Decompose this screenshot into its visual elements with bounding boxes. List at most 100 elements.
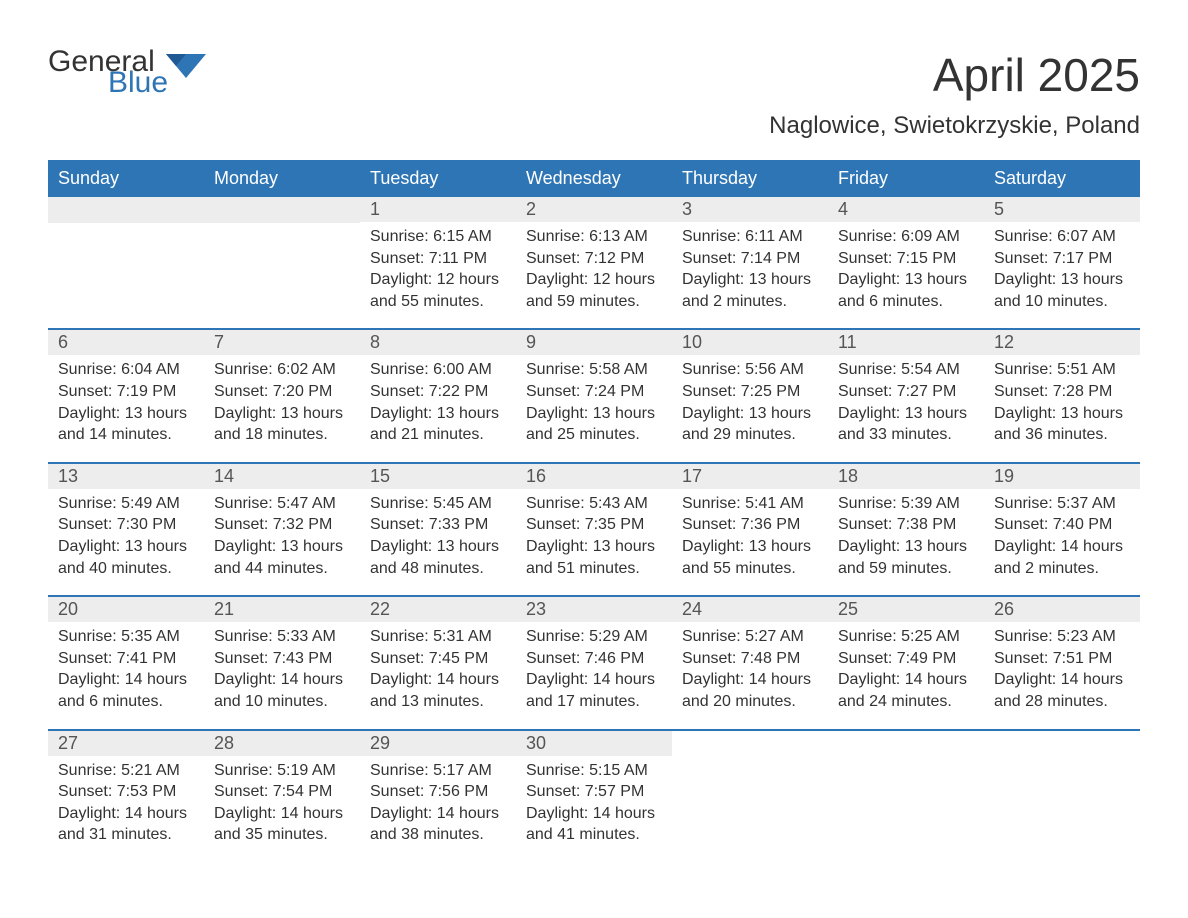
day-body: Sunrise: 6:15 AMSunset: 7:11 PMDaylight:…: [360, 222, 516, 312]
day-number: 12: [984, 330, 1140, 355]
day-number: 7: [204, 330, 360, 355]
day-cell: 1Sunrise: 6:15 AMSunset: 7:11 PMDaylight…: [360, 197, 516, 328]
day-body: Sunrise: 6:13 AMSunset: 7:12 PMDaylight:…: [516, 222, 672, 312]
day-body: Sunrise: 6:11 AMSunset: 7:14 PMDaylight:…: [672, 222, 828, 312]
day-body: Sunrise: 5:21 AMSunset: 7:53 PMDaylight:…: [48, 756, 204, 846]
day-header-sunday: Sunday: [48, 160, 204, 197]
day-cell: 27Sunrise: 5:21 AMSunset: 7:53 PMDayligh…: [48, 731, 204, 862]
day-body: Sunrise: 5:39 AMSunset: 7:38 PMDaylight:…: [828, 489, 984, 579]
week-row: 1Sunrise: 6:15 AMSunset: 7:11 PMDaylight…: [48, 197, 1140, 328]
day-cell: 13Sunrise: 5:49 AMSunset: 7:30 PMDayligh…: [48, 464, 204, 595]
day-number: 17: [672, 464, 828, 489]
day-cell: [984, 731, 1140, 862]
header: General Blue April 2025 Naglowice, Swiet…: [48, 48, 1140, 152]
day-cell: 15Sunrise: 5:45 AMSunset: 7:33 PMDayligh…: [360, 464, 516, 595]
day-body: Sunrise: 5:19 AMSunset: 7:54 PMDaylight:…: [204, 756, 360, 846]
day-cell: 19Sunrise: 5:37 AMSunset: 7:40 PMDayligh…: [984, 464, 1140, 595]
day-body: Sunrise: 5:43 AMSunset: 7:35 PMDaylight:…: [516, 489, 672, 579]
day-body: Sunrise: 5:25 AMSunset: 7:49 PMDaylight:…: [828, 622, 984, 712]
day-body: Sunrise: 5:29 AMSunset: 7:46 PMDaylight:…: [516, 622, 672, 712]
day-body: Sunrise: 5:17 AMSunset: 7:56 PMDaylight:…: [360, 756, 516, 846]
day-cell: 29Sunrise: 5:17 AMSunset: 7:56 PMDayligh…: [360, 731, 516, 862]
day-number: 25: [828, 597, 984, 622]
day-number: 20: [48, 597, 204, 622]
day-body: Sunrise: 6:09 AMSunset: 7:15 PMDaylight:…: [828, 222, 984, 312]
day-header-row: SundayMondayTuesdayWednesdayThursdayFrid…: [48, 160, 1140, 197]
day-cell: 20Sunrise: 5:35 AMSunset: 7:41 PMDayligh…: [48, 597, 204, 728]
day-number: 29: [360, 731, 516, 756]
day-cell: 18Sunrise: 5:39 AMSunset: 7:38 PMDayligh…: [828, 464, 984, 595]
title-block: April 2025 Naglowice, Swietokrzyskie, Po…: [769, 48, 1140, 152]
day-cell: [48, 197, 204, 328]
day-body: Sunrise: 5:47 AMSunset: 7:32 PMDaylight:…: [204, 489, 360, 579]
day-cell: 5Sunrise: 6:07 AMSunset: 7:17 PMDaylight…: [984, 197, 1140, 328]
day-header-monday: Monday: [204, 160, 360, 197]
day-body: Sunrise: 5:49 AMSunset: 7:30 PMDaylight:…: [48, 489, 204, 579]
day-cell: 28Sunrise: 5:19 AMSunset: 7:54 PMDayligh…: [204, 731, 360, 862]
day-number: 5: [984, 197, 1140, 222]
day-number: 10: [672, 330, 828, 355]
day-cell: [828, 731, 984, 862]
day-body: Sunrise: 5:58 AMSunset: 7:24 PMDaylight:…: [516, 355, 672, 445]
day-number: 23: [516, 597, 672, 622]
day-body: Sunrise: 5:15 AMSunset: 7:57 PMDaylight:…: [516, 756, 672, 846]
day-body: Sunrise: 6:07 AMSunset: 7:17 PMDaylight:…: [984, 222, 1140, 312]
day-cell: 8Sunrise: 6:00 AMSunset: 7:22 PMDaylight…: [360, 330, 516, 461]
day-number: 15: [360, 464, 516, 489]
week-row: 20Sunrise: 5:35 AMSunset: 7:41 PMDayligh…: [48, 595, 1140, 728]
day-number: 24: [672, 597, 828, 622]
day-number: 22: [360, 597, 516, 622]
day-cell: 6Sunrise: 6:04 AMSunset: 7:19 PMDaylight…: [48, 330, 204, 461]
day-cell: 16Sunrise: 5:43 AMSunset: 7:35 PMDayligh…: [516, 464, 672, 595]
day-number: 19: [984, 464, 1140, 489]
day-body: Sunrise: 5:45 AMSunset: 7:33 PMDaylight:…: [360, 489, 516, 579]
day-body: Sunrise: 5:27 AMSunset: 7:48 PMDaylight:…: [672, 622, 828, 712]
day-body: Sunrise: 5:37 AMSunset: 7:40 PMDaylight:…: [984, 489, 1140, 579]
day-number: 9: [516, 330, 672, 355]
day-cell: 25Sunrise: 5:25 AMSunset: 7:49 PMDayligh…: [828, 597, 984, 728]
day-cell: 3Sunrise: 6:11 AMSunset: 7:14 PMDaylight…: [672, 197, 828, 328]
day-cell: 2Sunrise: 6:13 AMSunset: 7:12 PMDaylight…: [516, 197, 672, 328]
day-cell: 11Sunrise: 5:54 AMSunset: 7:27 PMDayligh…: [828, 330, 984, 461]
day-cell: 7Sunrise: 6:02 AMSunset: 7:20 PMDaylight…: [204, 330, 360, 461]
day-cell: 23Sunrise: 5:29 AMSunset: 7:46 PMDayligh…: [516, 597, 672, 728]
day-header-friday: Friday: [828, 160, 984, 197]
day-cell: 9Sunrise: 5:58 AMSunset: 7:24 PMDaylight…: [516, 330, 672, 461]
day-cell: 21Sunrise: 5:33 AMSunset: 7:43 PMDayligh…: [204, 597, 360, 728]
day-number: 18: [828, 464, 984, 489]
day-number: 13: [48, 464, 204, 489]
day-number: 4: [828, 197, 984, 222]
day-cell: 26Sunrise: 5:23 AMSunset: 7:51 PMDayligh…: [984, 597, 1140, 728]
day-body: Sunrise: 5:51 AMSunset: 7:28 PMDaylight:…: [984, 355, 1140, 445]
day-number: 8: [360, 330, 516, 355]
day-cell: 22Sunrise: 5:31 AMSunset: 7:45 PMDayligh…: [360, 597, 516, 728]
day-cell: 4Sunrise: 6:09 AMSunset: 7:15 PMDaylight…: [828, 197, 984, 328]
logo: General Blue: [48, 48, 206, 96]
day-cell: [672, 731, 828, 862]
day-number: 14: [204, 464, 360, 489]
day-number: 21: [204, 597, 360, 622]
day-body: Sunrise: 5:33 AMSunset: 7:43 PMDaylight:…: [204, 622, 360, 712]
day-cell: 14Sunrise: 5:47 AMSunset: 7:32 PMDayligh…: [204, 464, 360, 595]
logo-text: General Blue: [48, 48, 168, 96]
day-number: 6: [48, 330, 204, 355]
day-number: 30: [516, 731, 672, 756]
day-number: 16: [516, 464, 672, 489]
flag-icon: [166, 54, 206, 78]
logo-word-blue: Blue: [48, 69, 168, 96]
day-cell: 12Sunrise: 5:51 AMSunset: 7:28 PMDayligh…: [984, 330, 1140, 461]
day-body: Sunrise: 5:31 AMSunset: 7:45 PMDaylight:…: [360, 622, 516, 712]
week-row: 27Sunrise: 5:21 AMSunset: 7:53 PMDayligh…: [48, 729, 1140, 862]
day-number: 26: [984, 597, 1140, 622]
calendar: SundayMondayTuesdayWednesdayThursdayFrid…: [48, 160, 1140, 862]
day-body: Sunrise: 5:41 AMSunset: 7:36 PMDaylight:…: [672, 489, 828, 579]
day-number: 28: [204, 731, 360, 756]
day-number: 1: [360, 197, 516, 222]
month-title: April 2025: [769, 48, 1140, 102]
day-body: Sunrise: 5:54 AMSunset: 7:27 PMDaylight:…: [828, 355, 984, 445]
day-header-saturday: Saturday: [984, 160, 1140, 197]
day-cell: 10Sunrise: 5:56 AMSunset: 7:25 PMDayligh…: [672, 330, 828, 461]
day-body: Sunrise: 5:23 AMSunset: 7:51 PMDaylight:…: [984, 622, 1140, 712]
day-number: [204, 197, 360, 223]
day-body: Sunrise: 5:56 AMSunset: 7:25 PMDaylight:…: [672, 355, 828, 445]
